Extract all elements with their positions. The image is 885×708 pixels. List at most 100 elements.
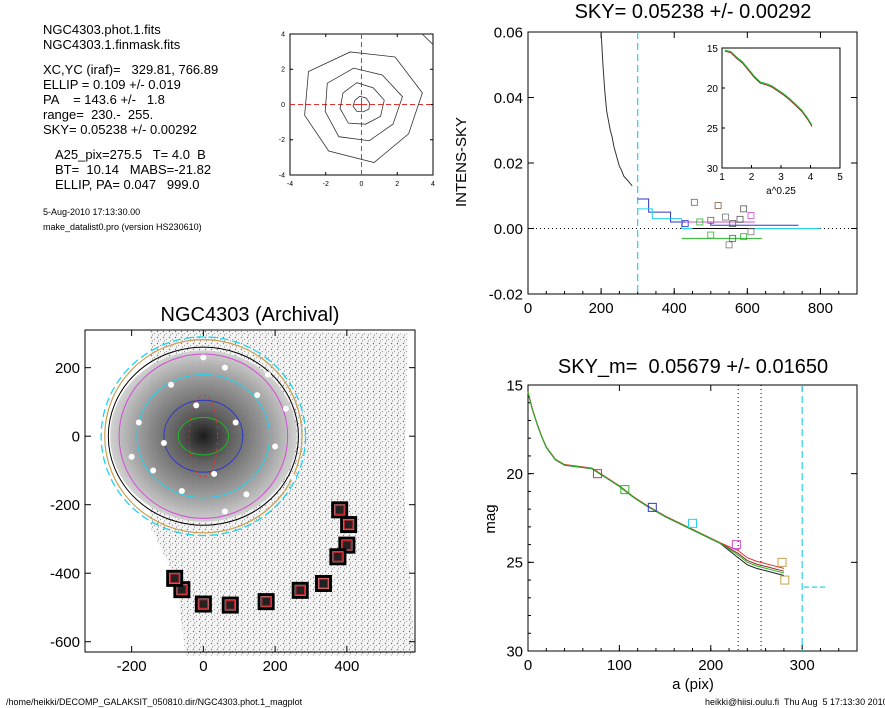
inset-x-label: 2 [749, 172, 755, 183]
sky-square-marker [725, 241, 733, 249]
masked-star [150, 467, 157, 474]
image-y-label: -600 [50, 634, 80, 651]
image-field [149, 330, 415, 656]
masked-star [290, 474, 297, 481]
contour-x-label: 0 [360, 181, 364, 188]
info-program: make_datalist0.pro (version HS230610) [43, 222, 202, 232]
sky-x-label: 600 [735, 300, 760, 317]
mag-square-marker [592, 469, 602, 479]
mag-chart-ylabel: mag [482, 504, 499, 534]
info-ellip-pa: ELLIP, PA= 0.047 999.0 [55, 177, 200, 192]
contour-x-label: -4 [287, 181, 293, 188]
masked-star [232, 419, 239, 426]
footer-path: /home/heikki/DECOMP_GALAKSIT_050810.dir/… [6, 697, 303, 707]
isophote-ellipse [107, 346, 299, 526]
sky-y-label: 0.06 [494, 24, 523, 41]
masked-star-box-inner [176, 584, 188, 595]
sky-step-line [637, 198, 799, 226]
isophote-ellipse [163, 399, 244, 473]
masked-star-box [329, 548, 347, 566]
mag-profile-line [527, 391, 785, 569]
masked-star [200, 354, 207, 361]
inset-y-label: 20 [707, 84, 719, 95]
masked-star-box-inner [169, 573, 180, 584]
sky-square-marker [707, 231, 715, 239]
mag-chart-title: SKY_m= 0.05679 +/- 0.01650 [557, 356, 829, 378]
isophote-ellipse [118, 353, 289, 519]
sky-frame [527, 31, 858, 295]
image-x-label: 200 [263, 658, 288, 675]
masked-star [178, 488, 185, 494]
masked-star-box-inner [318, 578, 329, 589]
sky-chart-title: SKY= 0.05238 +/- 0.00292 [574, 1, 812, 23]
contour-corner [421, 33, 434, 45]
sky-square-marker [736, 215, 744, 223]
image-y-label: 200 [55, 360, 80, 377]
inset-y-label: 30 [707, 164, 719, 175]
image-x-label: 400 [334, 658, 359, 675]
info-range: range= 230.- 255. [43, 107, 154, 122]
mag-x-label: 200 [698, 657, 723, 674]
inset-x-label: 4 [808, 172, 814, 183]
image-y-label: 0 [72, 428, 80, 445]
mag-chart-xlabel: a (pix) [672, 676, 714, 693]
sky-square-marker [729, 234, 737, 242]
contour-y-label: -4 [279, 172, 285, 179]
inner-ellipse [188, 394, 219, 478]
info-fits-file: NGC4303.phot.1.fits [43, 22, 161, 37]
sky-square-marker [747, 211, 755, 219]
galaxy-body [110, 350, 297, 522]
masked-star [282, 405, 289, 412]
sky-x-label: 800 [808, 300, 833, 317]
contour-x-label: 4 [431, 181, 435, 188]
contour-ring [339, 82, 385, 125]
masked-star-box-inner [225, 599, 236, 611]
mag-square-marker [688, 518, 697, 528]
inset-y-label: 15 [707, 44, 719, 55]
isophote-ellipse [136, 374, 271, 499]
sky-x-label: 0 [524, 300, 532, 317]
isophote-ellipse [100, 336, 307, 537]
masked-star-box-inner [294, 585, 306, 596]
info-bt: BT= 10.14 MABS=-21.82 [55, 162, 212, 177]
contour-y-label: 4 [281, 31, 285, 38]
masked-star-box [257, 593, 275, 611]
contour-y-label: 0 [281, 102, 285, 109]
image-x-label: -200 [117, 658, 147, 675]
sky-step-line [637, 208, 821, 229]
mag-x-label: 300 [790, 657, 815, 674]
masked-star-box [331, 501, 349, 519]
isophote-ellipse [177, 416, 229, 456]
sky-y-label: 0.02 [494, 155, 523, 172]
mag-square-marker [777, 557, 787, 567]
contour-ring [352, 95, 370, 113]
contour-frame [289, 33, 434, 176]
inset-frame [721, 47, 841, 169]
mag-profile-line [527, 392, 785, 574]
sky-y-label: 0.00 [494, 221, 523, 238]
image-frame [84, 329, 416, 653]
mag-profile-line [527, 392, 785, 576]
mag-y-label: 15 [506, 377, 523, 394]
masked-star [168, 381, 175, 388]
sky-x-label: 200 [589, 300, 614, 317]
contour-y-label: -2 [279, 137, 285, 144]
mag-frame [527, 384, 858, 652]
mag-y-label: 20 [506, 466, 523, 483]
footer-user: heikki@hiisi.oulu.fi Thu Aug 5 17:13:30 … [705, 697, 885, 707]
masked-star-box-inner [198, 598, 209, 610]
mag-y-label: 30 [506, 643, 523, 660]
info-center: XC,YC (iraf)= 329.81, 766.89 [43, 62, 219, 77]
masked-star [254, 392, 261, 399]
mag-x-label: 100 [607, 657, 632, 674]
inset-x-label: 3 [778, 172, 784, 183]
masked-star [221, 508, 228, 515]
info-ellip: ELLIP = 0.109 +/- 0.019 [43, 77, 181, 92]
sky-square-marker [707, 216, 715, 224]
sky-y-label: 0.04 [494, 90, 523, 107]
mag-profile-line [527, 391, 785, 572]
image-y-label: -200 [50, 497, 80, 514]
masked-star-box-inner [334, 504, 345, 516]
info-pa: PA = 143.6 +/- 1.8 [43, 92, 165, 107]
